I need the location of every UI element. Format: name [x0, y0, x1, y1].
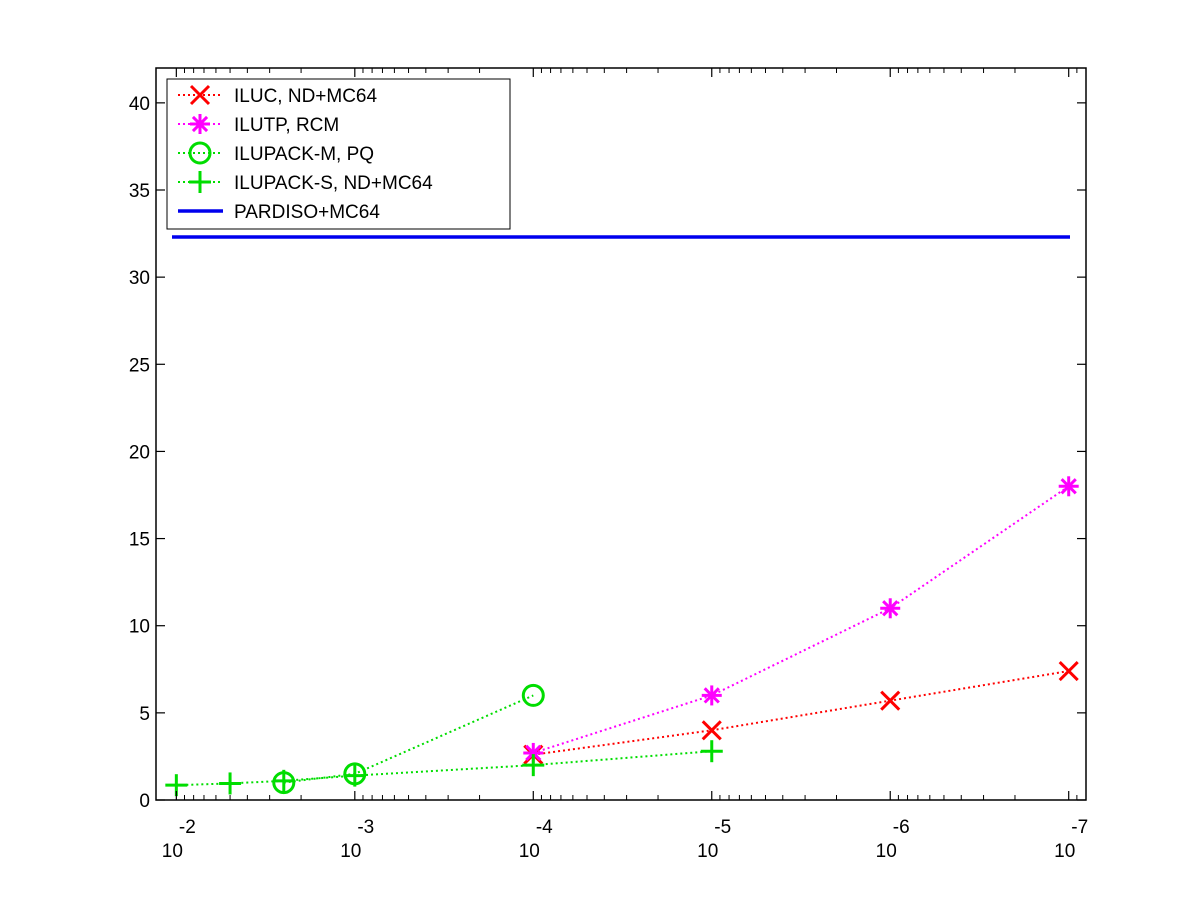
- y-tick-label: 0: [139, 791, 150, 812]
- marker-asterisk: [525, 744, 542, 762]
- y-tick-label: 10: [129, 617, 150, 638]
- legend-item: ILUPACK-S, ND+MC64: [178, 171, 433, 194]
- marker-x: [880, 690, 901, 711]
- marker-circle: [188, 141, 212, 165]
- legend-label: PARDISO+MC64: [234, 202, 380, 223]
- series-line: [533, 670, 1069, 756]
- marker-asterisk: [882, 600, 899, 617]
- legend-item: PARDISO+MC64: [178, 202, 380, 223]
- legend-item: ILUPACK-M, PQ: [178, 141, 374, 165]
- marker-x: [1058, 660, 1079, 682]
- y-tick-label: 35: [129, 181, 150, 202]
- x-tick-label-exponent: -7: [1071, 817, 1088, 838]
- y-tick-label: 25: [129, 355, 150, 376]
- legend-box: [166, 78, 511, 230]
- marker-x: [701, 720, 722, 741]
- plot-frame: [155, 67, 1087, 801]
- marker-x: [189, 84, 211, 106]
- y-tick-label: 30: [129, 268, 150, 289]
- marker-asterisk: [703, 687, 720, 704]
- series-layer: [165, 235, 1079, 797]
- legend-item: ILUC, ND+MC64: [178, 84, 377, 107]
- axes-layer: 0 5 10 15 20 25 30 35 40 10 -2 10 -3 10 -4 10 -5 10 -6 10 -7: [129, 68, 1088, 862]
- x-tick-label-base: 10: [697, 841, 718, 862]
- series-line: [532, 485, 1070, 754]
- y-tick-label: 5: [139, 704, 150, 725]
- legend-label: ILUC, ND+MC64: [234, 86, 377, 107]
- x-tick-label-base: 10: [340, 841, 361, 862]
- x-tick-label-base: 10: [162, 841, 183, 862]
- x-tick-label-base: 10: [1054, 841, 1075, 862]
- x-tick-label-exponent: -5: [714, 817, 731, 838]
- x-tick-label-exponent: -3: [357, 817, 374, 838]
- y-tick-label: 40: [129, 94, 150, 115]
- y-tick-label: 15: [129, 530, 150, 551]
- legend: ILUC, ND+MC64 ILUTP, RCM ILUPACK-M, PQ ILUP…: [166, 78, 511, 230]
- marker-circle: [521, 683, 545, 707]
- x-tick-label-base: 10: [876, 841, 897, 862]
- y-tick-label: 20: [129, 442, 150, 463]
- series-1: [523, 476, 1079, 763]
- series-3: [165, 740, 723, 797]
- x-tick-label-base: 10: [519, 841, 540, 862]
- legend-label: ILUTP, RCM: [234, 115, 339, 136]
- marker-asterisk: [191, 115, 209, 133]
- marker-asterisk: [1060, 478, 1077, 495]
- x-tick-label-exponent: -4: [536, 817, 553, 838]
- legend-label: ILUPACK-S, ND+MC64: [234, 173, 433, 194]
- x-tick-label-exponent: -2: [179, 817, 196, 838]
- x-tick-label-exponent: -6: [893, 817, 910, 838]
- legend-label: ILUPACK-M, PQ: [234, 144, 374, 165]
- legend-item: ILUTP, RCM: [178, 114, 339, 136]
